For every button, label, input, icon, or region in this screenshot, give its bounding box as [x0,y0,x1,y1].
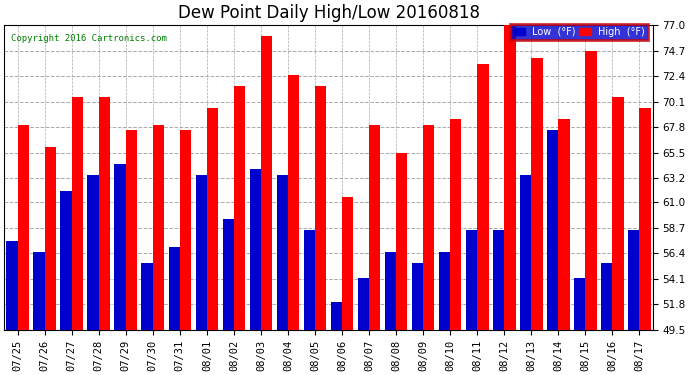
Bar [412,263,423,330]
Bar [195,175,207,330]
Bar [385,252,396,330]
Bar [207,108,218,330]
Bar [18,125,29,330]
Bar [558,119,570,330]
Bar [304,230,315,330]
Bar [477,64,489,330]
Bar [288,75,299,330]
Bar [141,263,152,330]
Bar [277,175,288,330]
Bar [6,241,18,330]
Bar [628,230,640,330]
Bar [61,191,72,330]
Bar [640,108,651,330]
Bar [99,97,110,330]
Bar [612,97,624,330]
Bar [396,153,407,330]
Bar [72,97,83,330]
Bar [342,197,353,330]
Legend: Low  (°F), High  (°F): Low (°F), High (°F) [510,24,648,40]
Bar [450,119,462,330]
Bar [33,252,45,330]
Bar [223,219,234,330]
Bar [601,263,612,330]
Bar [369,125,380,330]
Bar [152,125,164,330]
Bar [531,58,542,330]
Bar [574,278,585,330]
Bar [357,278,369,330]
Bar [547,130,558,330]
Bar [115,164,126,330]
Bar [315,86,326,330]
Bar [520,175,531,330]
Bar [423,125,435,330]
Bar [234,86,245,330]
Bar [466,230,477,330]
Bar [439,252,450,330]
Bar [250,169,261,330]
Text: Copyright 2016 Cartronics.com: Copyright 2016 Cartronics.com [10,34,166,43]
Bar [493,230,504,330]
Bar [585,51,597,330]
Bar [180,130,191,330]
Bar [88,175,99,330]
Bar [126,130,137,330]
Bar [261,36,273,330]
Bar [45,147,56,330]
Bar [168,247,180,330]
Bar [331,302,342,330]
Bar [504,20,515,330]
Title: Dew Point Daily High/Low 20160818: Dew Point Daily High/Low 20160818 [177,4,480,22]
